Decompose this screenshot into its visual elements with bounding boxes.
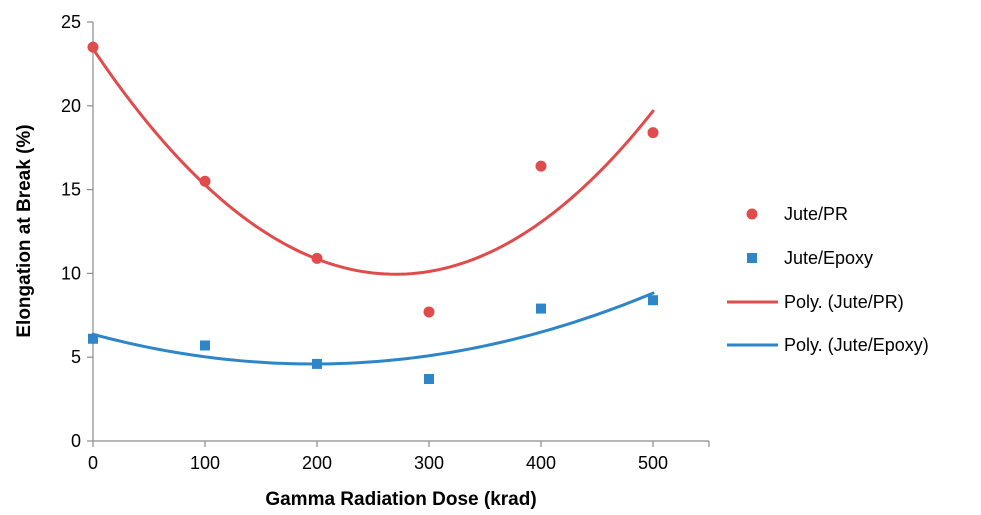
y-ticks: 0 5 10 15 20 25 xyxy=(61,12,93,451)
y-axis-title: Elongation at Break (%) xyxy=(14,124,35,337)
legend-label: Jute/Epoxy xyxy=(784,248,873,268)
data-point xyxy=(423,306,435,318)
x-tick-label: 200 xyxy=(302,453,332,473)
y-tick-label: 10 xyxy=(61,263,81,283)
x-tick-label: 400 xyxy=(526,453,556,473)
data-point xyxy=(199,175,211,187)
axes xyxy=(92,22,709,442)
legend: Jute/PR Jute/Epoxy Poly. (Jute/PR) Poly. (J… xyxy=(727,204,929,355)
data-point xyxy=(200,340,210,351)
y-tick-label: 5 xyxy=(71,347,81,367)
data-point xyxy=(312,358,322,369)
legend-label: Jute/PR xyxy=(784,204,848,224)
trendline xyxy=(91,47,655,276)
data-point xyxy=(648,295,658,306)
legend-marker xyxy=(746,208,758,220)
legend-label: Poly. (Jute/Epoxy) xyxy=(784,335,929,355)
y-tick-label: 20 xyxy=(61,96,81,116)
data-point xyxy=(87,41,99,53)
data-point xyxy=(536,303,546,314)
data-points xyxy=(87,41,659,384)
data-point xyxy=(424,373,434,384)
trendline xyxy=(91,291,655,366)
data-point xyxy=(311,252,323,264)
x-tick-label: 300 xyxy=(414,453,444,473)
x-tick-label: 100 xyxy=(190,453,220,473)
y-tick-label: 0 xyxy=(71,431,81,451)
legend-marker xyxy=(747,253,757,263)
x-axis-title: Gamma Radiation Dose (krad) xyxy=(265,489,536,510)
data-point xyxy=(535,160,547,172)
trendlines xyxy=(91,47,655,366)
legend-label: Poly. (Jute/PR) xyxy=(784,292,904,312)
x-ticks: 0 100 200 300 400 500 xyxy=(88,441,710,473)
data-point xyxy=(647,127,659,139)
y-tick-label: 15 xyxy=(61,180,81,200)
y-tick-label: 25 xyxy=(61,12,81,32)
data-point xyxy=(88,333,98,344)
x-tick-label: 0 xyxy=(88,453,98,473)
x-tick-label: 500 xyxy=(638,453,668,473)
